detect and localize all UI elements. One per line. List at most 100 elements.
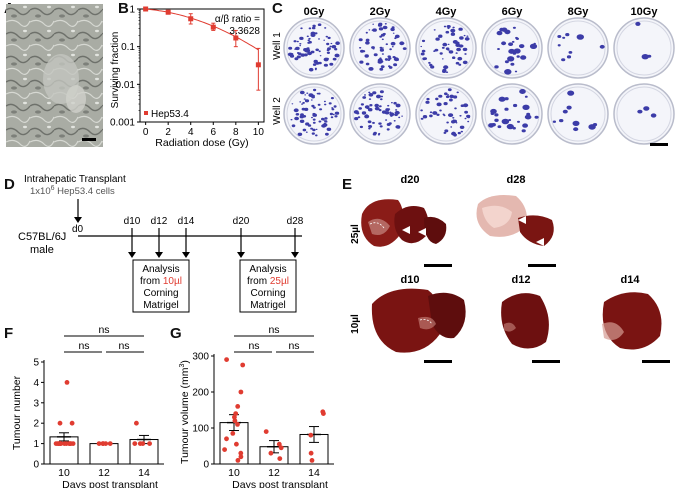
colony <box>322 119 325 121</box>
colony <box>463 34 466 37</box>
colony <box>402 47 407 50</box>
colony <box>512 126 516 130</box>
day-label: d20 <box>233 216 250 227</box>
data-point <box>57 420 63 426</box>
colony-plate <box>613 83 675 145</box>
ytick-label: 2 <box>33 419 39 430</box>
liver-images: 25µl 10µl d20 d28 d10 d12 d14 <box>350 174 670 363</box>
colony <box>513 103 518 108</box>
colony <box>420 52 425 56</box>
colony <box>443 102 448 106</box>
data-point <box>140 441 146 446</box>
colony <box>335 41 340 45</box>
colony <box>456 47 461 52</box>
colony <box>377 60 383 64</box>
colony <box>394 37 397 40</box>
colony <box>328 102 332 105</box>
colony-plate <box>349 17 411 79</box>
xtick-label: 14 <box>308 467 320 479</box>
colony <box>319 55 322 57</box>
b-data-point <box>255 62 261 68</box>
plate-rim <box>484 86 540 142</box>
colony <box>421 49 426 53</box>
colony <box>386 128 390 131</box>
colony <box>324 117 328 120</box>
timeline-diagram: Intrahepatic Transplant 1x106 Hep53.4 ce… <box>18 174 304 313</box>
data-point <box>238 454 244 460</box>
colony-plate <box>547 17 609 79</box>
colony <box>365 38 370 42</box>
data-point <box>309 458 315 463</box>
panel-label-b: B <box>118 0 129 17</box>
b-data-point <box>188 16 194 22</box>
colony <box>365 62 370 66</box>
colony <box>373 131 377 135</box>
colony <box>386 123 391 126</box>
colony <box>522 104 530 111</box>
colony <box>448 50 454 54</box>
box1-line3: Corning <box>143 288 178 299</box>
colony <box>513 48 521 54</box>
colony <box>497 48 500 50</box>
sig-label: ns <box>98 324 109 336</box>
colony <box>467 120 470 123</box>
colony <box>387 104 390 107</box>
colony <box>364 54 369 58</box>
colony <box>448 113 454 117</box>
colony <box>449 98 453 102</box>
colony <box>324 103 327 106</box>
plate-dish <box>349 83 411 145</box>
colony <box>429 63 433 67</box>
colony-plate <box>547 83 609 145</box>
colony-plate <box>481 83 543 145</box>
colony <box>462 47 468 52</box>
colony <box>368 127 371 130</box>
colony <box>302 101 305 104</box>
colony <box>360 49 364 53</box>
colony <box>315 48 319 52</box>
colony <box>362 96 367 99</box>
colony <box>393 63 398 67</box>
sig-label: ns <box>78 340 89 352</box>
colony <box>334 115 338 118</box>
colony <box>516 55 520 58</box>
colony <box>510 62 515 66</box>
colony <box>368 93 374 97</box>
colony <box>325 57 329 61</box>
b-xtick-label: 4 <box>188 127 194 138</box>
data-point <box>222 447 227 452</box>
colony <box>385 108 390 112</box>
liver-d10 <box>371 288 466 353</box>
dose-header: 2Gy <box>370 6 392 18</box>
plate-dish <box>547 83 609 145</box>
colony <box>296 55 301 59</box>
colony <box>389 111 392 114</box>
colony <box>365 31 368 34</box>
colony <box>301 103 304 105</box>
colony <box>459 115 462 117</box>
colony <box>368 67 374 71</box>
liver-d14 <box>602 292 662 350</box>
colony <box>305 131 308 133</box>
x-axis-label: Days post transplant <box>62 479 158 488</box>
colony <box>444 92 448 96</box>
data-point <box>147 441 153 446</box>
colony <box>387 59 391 61</box>
colony <box>304 94 306 96</box>
plate-rim <box>352 86 408 142</box>
colony <box>291 124 296 128</box>
colony <box>334 53 340 58</box>
box2-line1: Analysis <box>249 264 286 275</box>
colony <box>391 102 393 104</box>
colony <box>566 105 572 110</box>
box1-line2: from 10µl <box>140 276 182 287</box>
colony <box>379 57 382 59</box>
e-d14: d14 <box>621 274 641 286</box>
e-scale-bar-d12 <box>532 360 560 363</box>
colony <box>318 120 322 123</box>
colony <box>515 37 519 40</box>
data-point <box>103 441 109 446</box>
colony <box>599 44 605 49</box>
colony <box>392 32 395 34</box>
colony <box>443 65 449 70</box>
